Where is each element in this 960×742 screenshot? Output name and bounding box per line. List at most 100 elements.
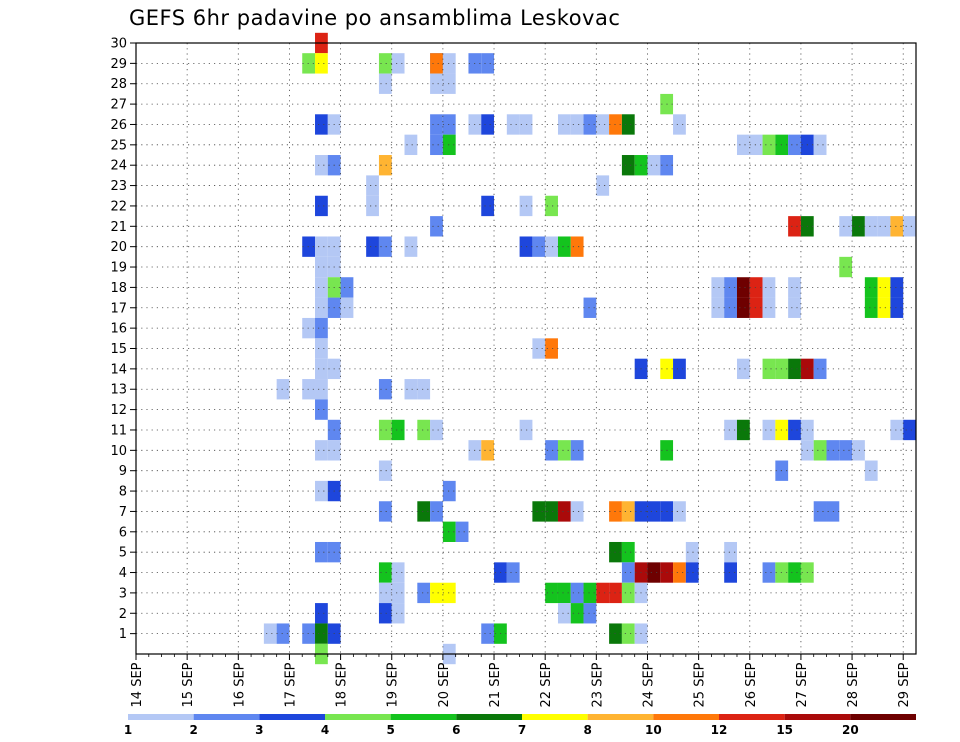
legend-swatch: [456, 714, 522, 720]
heatmap-cell: [417, 379, 431, 400]
heatmap-cell: [788, 216, 801, 237]
heatmap-cell: [673, 562, 686, 583]
heatmap-cell: [839, 256, 853, 278]
heatmap-cell: [647, 501, 661, 522]
heatmap-cell: [788, 277, 801, 298]
heatmap-cell: [813, 358, 827, 380]
heatmap-cell: [340, 297, 354, 318]
y-tick-label: 26: [110, 118, 127, 133]
heatmap-cell: [673, 114, 686, 135]
heatmap-cell: [903, 419, 916, 441]
heatmap-cell: [621, 623, 635, 644]
heatmap-cell: [762, 419, 776, 441]
heatmap-cell: [762, 277, 776, 298]
legend-label: 12: [711, 723, 728, 737]
y-tick-label: 29: [110, 57, 127, 72]
y-tick-label: 22: [110, 199, 127, 214]
heatmap-cell: [455, 521, 469, 542]
y-tick-label: 7: [119, 505, 127, 520]
heatmap-cell: [315, 114, 328, 135]
legend-label: 2: [189, 723, 197, 737]
y-tick-label: 17: [110, 301, 127, 316]
legend-label: 10: [645, 723, 662, 737]
y-tick-label: 12: [110, 403, 127, 418]
heatmap-cell: [762, 297, 776, 318]
legend-label: 1: [124, 723, 132, 737]
heatmap-cell: [442, 73, 456, 94]
heatmap-cell: [749, 134, 763, 156]
y-axis: 1234567891011121314151617181920212223242…: [110, 37, 136, 642]
y-tick-label: 30: [110, 37, 127, 52]
y-tick-label: 15: [110, 342, 127, 357]
heatmap-cell: [711, 277, 725, 298]
heatmap-cell: [736, 277, 750, 298]
heatmap-cell: [583, 297, 597, 318]
heatmap-cell: [570, 440, 584, 461]
color-legend: 1 2 3 4 5 6 7 8 10 12 15 20: [124, 714, 916, 737]
heatmap-cell: [583, 114, 597, 135]
legend-swatch: [193, 714, 260, 720]
heatmap-cell: [864, 297, 878, 318]
heatmap-cell: [749, 297, 763, 318]
heatmap-cell: [788, 297, 801, 318]
x-tick-label: 29 SEP: [897, 662, 912, 707]
y-tick-label: 25: [110, 138, 127, 153]
heatmap-cell: [545, 440, 558, 461]
heatmap-cell: [430, 216, 443, 237]
y-tick-label: 1: [119, 627, 127, 642]
heatmap-cell: [315, 440, 328, 461]
heatmap-cell: [583, 603, 597, 624]
legend-swatch: [719, 714, 785, 720]
heatmap-cell: [430, 582, 443, 604]
x-tick-label: 14 SEP: [130, 662, 145, 707]
heatmap-cell: [442, 582, 456, 604]
heatmap-cell: [596, 582, 610, 604]
heatmap-cell: [839, 216, 853, 237]
heatmap-cell: [315, 603, 328, 624]
x-tick-label: 28 SEP: [846, 662, 861, 707]
heatmap-cell: [417, 501, 431, 522]
heatmap-cell: [621, 501, 635, 522]
heatmap-cell: [404, 236, 418, 257]
chart-title: GEFS 6hr padavine po ansamblima Leskovac: [129, 6, 621, 30]
heatmap-cell: [788, 419, 801, 441]
heatmap-cell: [852, 440, 865, 461]
y-tick-label: 24: [110, 159, 127, 174]
y-tick-label: 5: [119, 546, 127, 561]
heatmap-cell: [724, 297, 737, 318]
heatmap-cell: [890, 297, 904, 318]
heatmap-cell: [442, 521, 456, 542]
y-tick-label: 13: [110, 383, 127, 398]
x-tick-label: 23 SEP: [590, 662, 605, 707]
heatmap-cell: [481, 195, 495, 217]
heatmap-cell: [621, 155, 635, 176]
legend-label: 20: [842, 723, 859, 737]
y-tick-label: 21: [110, 220, 127, 235]
heatmap-cell: [378, 155, 392, 176]
heatmap-cell: [442, 480, 456, 502]
x-tick-label: 15 SEP: [181, 662, 196, 707]
heatmap-cell: [621, 114, 635, 135]
heatmap-cell: [762, 562, 776, 583]
heatmap-cell: [315, 236, 328, 257]
heatmap-cell: [315, 256, 328, 278]
legend-label: 5: [386, 723, 394, 737]
y-tick-label: 14: [110, 362, 127, 377]
heatmap-cell: [417, 419, 431, 441]
heatmap-cell: [263, 623, 277, 644]
y-tick-label: 3: [119, 586, 127, 601]
legend-swatch: [128, 714, 194, 720]
heatmap-cell: [430, 53, 443, 74]
heatmap-cell: [366, 175, 379, 196]
heatmap-cell: [788, 134, 801, 156]
heatmap-cell: [532, 501, 546, 522]
heatmap-cell: [430, 134, 443, 156]
heatmap-cell: [378, 236, 392, 257]
y-tick-label: 27: [110, 98, 127, 113]
heatmap-cell: [391, 53, 405, 74]
legend-swatch: [390, 714, 457, 720]
x-tick-label: 19 SEP: [386, 662, 401, 707]
legend-swatch: [784, 714, 851, 720]
heatmap-cell: [481, 623, 495, 644]
